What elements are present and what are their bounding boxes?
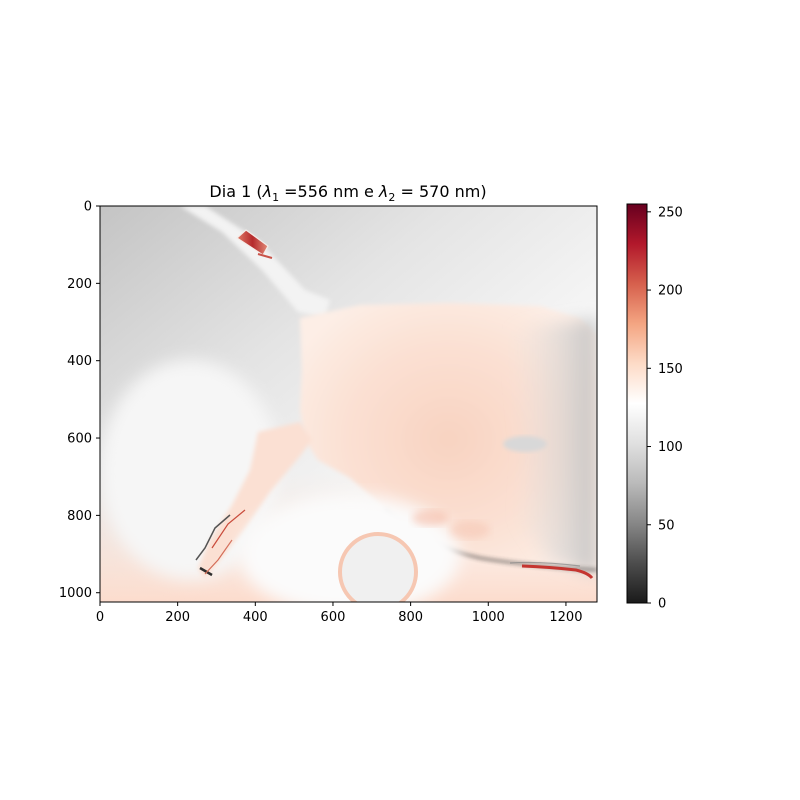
plot-frame [99, 205, 598, 603]
x-tick-label: 200 [165, 610, 190, 625]
circular-marker [338, 532, 418, 602]
x-tick-label: 1200 [549, 610, 582, 625]
y-tick-label: 0 [84, 200, 92, 215]
x-tick-label: 400 [243, 610, 268, 625]
y-tick-label: 800 [67, 509, 92, 524]
chart-title: Dia 1 (λ1 =556 nm e λ2 = 570 nm) [209, 182, 486, 204]
y-axis: 0 200 400 600 800 1000 [59, 200, 100, 601]
x-tick-label: 600 [321, 610, 346, 625]
colorbar-axis: 0 50 100 150 200 250 [647, 205, 683, 612]
hotspot-top [236, 229, 269, 256]
y-tick-label: 400 [67, 354, 92, 369]
y-tick-label: 1000 [59, 586, 92, 601]
x-tick-label: 1000 [472, 610, 505, 625]
colorbar-tick-label: 100 [658, 440, 683, 455]
colorbar-tick-label: 200 [658, 284, 683, 299]
x-tick-label: 800 [398, 610, 423, 625]
colorbar-tick-label: 150 [658, 362, 683, 377]
y-tick-label: 200 [67, 277, 92, 292]
heatmap-image [100, 206, 597, 602]
x-tick-label: 0 [96, 610, 104, 625]
hotspot-edge [521, 564, 594, 580]
colorbar-tick-label: 0 [658, 597, 666, 612]
y-tick-label: 600 [67, 432, 92, 447]
colorbar [626, 203, 648, 604]
x-axis: 0 200 400 600 800 1000 1200 [96, 602, 582, 625]
colorbar-tick-label: 250 [658, 205, 683, 220]
colorbar-tick-label: 50 [658, 518, 675, 533]
